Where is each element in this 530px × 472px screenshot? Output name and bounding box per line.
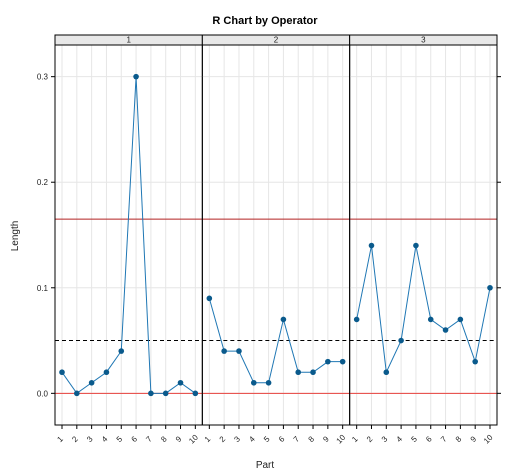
data-point xyxy=(236,348,242,354)
x-tick-label: 4 xyxy=(100,434,110,444)
data-point xyxy=(280,316,287,323)
x-tick-label: 5 xyxy=(262,434,272,444)
strip-label: 2 xyxy=(274,36,279,45)
strip-label: 1 xyxy=(126,36,131,45)
x-tick-label: 1 xyxy=(203,434,213,444)
x-tick-label: 4 xyxy=(395,434,405,444)
panel-2: 21 2 3 4 5 6 7 8 9 10 xyxy=(201,34,351,446)
data-point xyxy=(74,390,80,397)
x-tick-label: 9 xyxy=(321,434,331,444)
x-tick-label: 9 xyxy=(174,434,184,444)
x-tick-label: 5 xyxy=(409,434,419,444)
x-tick-label: 7 xyxy=(292,434,302,444)
series-line xyxy=(61,76,196,395)
data-point xyxy=(206,295,213,302)
data-point xyxy=(192,390,199,397)
x-tick-label: 3 xyxy=(85,434,95,444)
x-tick-label: 6 xyxy=(277,434,287,444)
x-tick-label: 8 xyxy=(159,434,169,444)
data-point xyxy=(427,316,434,323)
x-axis-label: Part xyxy=(256,460,275,471)
panel-3: 31 2 3 4 5 6 7 8 9 10 xyxy=(349,34,498,446)
x-tick-label: 9 xyxy=(469,434,479,444)
x-tick-label: 6 xyxy=(130,434,140,444)
data-point xyxy=(265,379,272,386)
data-point xyxy=(487,284,493,291)
y-tick-label: 0.2 xyxy=(37,178,49,187)
data-point xyxy=(457,316,464,323)
strip-label: 3 xyxy=(421,36,426,45)
y-axis-label: Length xyxy=(10,221,21,252)
y-tick-label: 0.0 xyxy=(37,389,49,398)
data-point xyxy=(177,379,184,386)
x-tick-label: 1 xyxy=(350,434,360,444)
data-point xyxy=(59,369,65,376)
data-point xyxy=(413,242,419,249)
data-point xyxy=(325,358,331,365)
data-point xyxy=(442,327,449,333)
x-tick-label: 10 xyxy=(482,433,495,446)
x-tick-label: 7 xyxy=(144,434,154,444)
data-point xyxy=(133,73,139,80)
x-tick-label: 10 xyxy=(187,433,200,446)
data-point xyxy=(383,369,390,376)
data-point xyxy=(339,358,346,365)
data-point xyxy=(368,242,375,249)
x-tick-label: 8 xyxy=(307,434,317,444)
data-point xyxy=(295,369,302,376)
data-point xyxy=(221,348,227,354)
data-point xyxy=(472,358,478,365)
x-tick-label: 2 xyxy=(218,434,228,444)
y-tick-label: 0.3 xyxy=(37,73,49,82)
data-point xyxy=(118,348,125,354)
x-tick-label: 5 xyxy=(115,434,125,444)
data-point xyxy=(162,390,169,397)
x-tick-label: 8 xyxy=(454,434,464,444)
chart-title: R Chart by Operator xyxy=(212,15,318,27)
series-line xyxy=(208,298,343,384)
data-point xyxy=(103,369,110,376)
x-tick-label: 2 xyxy=(70,434,80,444)
series-line xyxy=(356,245,491,375)
x-tick-label: 1 xyxy=(55,434,65,444)
data-point xyxy=(398,337,404,344)
x-tick-label: 6 xyxy=(424,434,434,444)
panel-frame xyxy=(349,44,498,426)
data-point xyxy=(353,316,360,323)
x-tick-label: 10 xyxy=(335,433,348,446)
x-tick-label: 4 xyxy=(247,434,257,444)
data-point xyxy=(250,379,257,386)
data-point xyxy=(148,390,154,397)
y-tick-label: 0.1 xyxy=(37,284,49,293)
data-point xyxy=(88,379,95,386)
panel-1: 11 2 3 4 5 6 7 8 9 10 xyxy=(54,34,203,446)
x-tick-label: 3 xyxy=(232,434,242,444)
data-point xyxy=(310,369,316,376)
x-tick-label: 7 xyxy=(439,434,449,444)
x-tick-label: 2 xyxy=(365,434,375,444)
x-tick-label: 3 xyxy=(380,434,390,444)
